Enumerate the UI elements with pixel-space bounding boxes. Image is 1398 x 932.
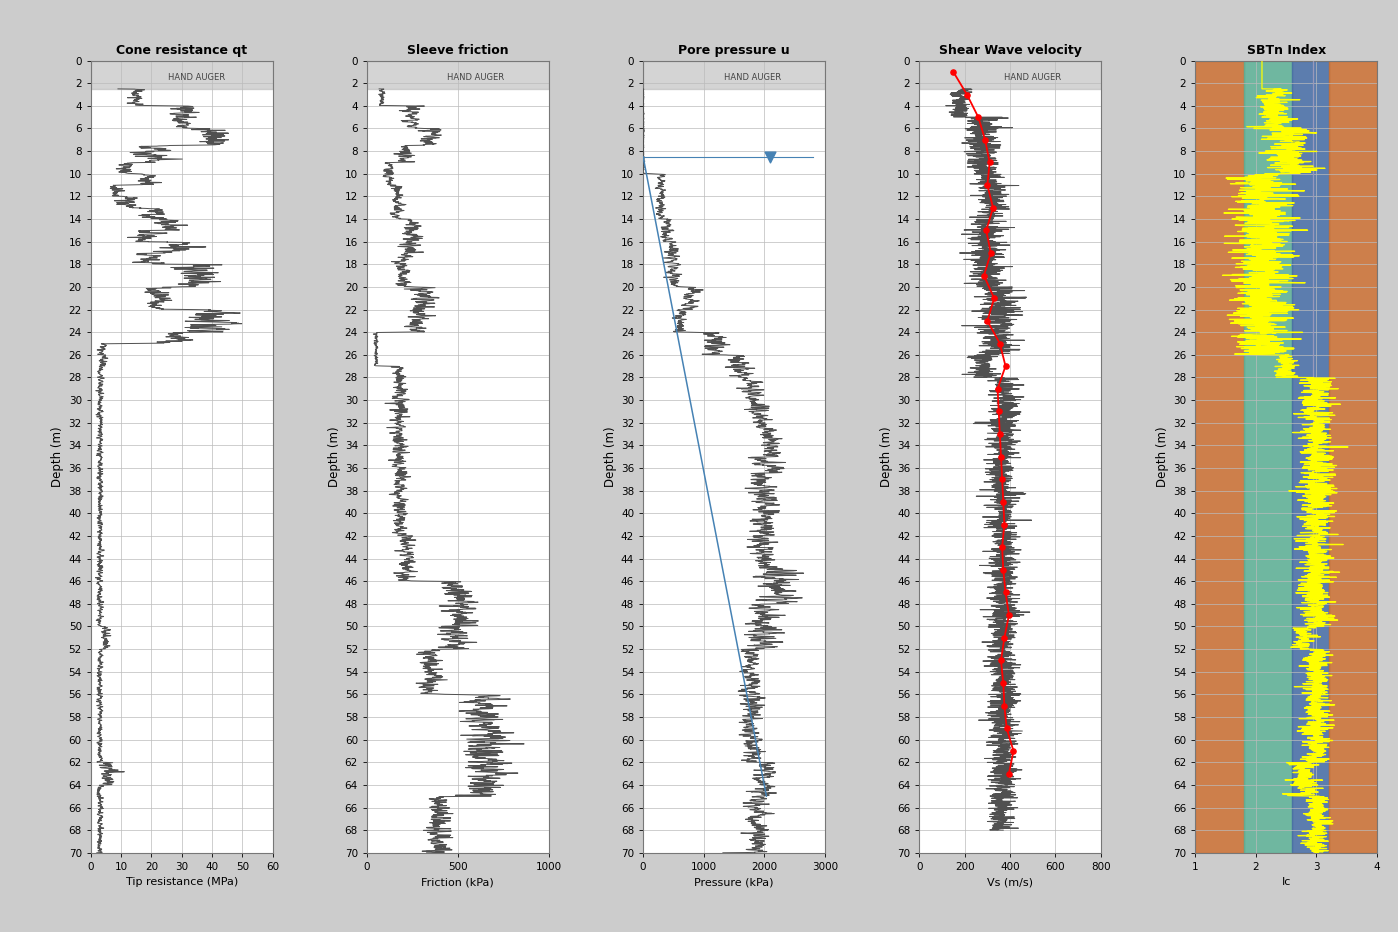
Bar xyxy=(1292,61,1328,853)
Point xyxy=(993,562,1015,577)
Bar xyxy=(643,61,825,89)
Point xyxy=(998,608,1021,623)
Point xyxy=(976,313,998,328)
Point xyxy=(994,359,1016,374)
Title: Sleeve friction: Sleeve friction xyxy=(407,44,509,57)
X-axis label: Pressure (kPa): Pressure (kPa) xyxy=(695,877,773,887)
X-axis label: Tip resistance (MPa): Tip resistance (MPa) xyxy=(126,877,238,887)
Point xyxy=(993,676,1015,691)
Title: Shear Wave velocity: Shear Wave velocity xyxy=(938,44,1082,57)
Point xyxy=(974,223,997,238)
Point xyxy=(981,200,1004,215)
Point xyxy=(942,64,965,79)
Y-axis label: Depth (m): Depth (m) xyxy=(1156,426,1169,487)
Point xyxy=(991,540,1014,555)
Bar xyxy=(368,61,548,89)
Y-axis label: Depth (m): Depth (m) xyxy=(879,426,893,487)
X-axis label: Ic: Ic xyxy=(1282,877,1290,887)
Text: HAND AUGER: HAND AUGER xyxy=(447,73,505,82)
Point xyxy=(980,245,1002,260)
Y-axis label: Depth (m): Depth (m) xyxy=(327,426,341,487)
Point xyxy=(979,155,1001,170)
Text: HAND AUGER: HAND AUGER xyxy=(1004,73,1061,82)
Point xyxy=(974,132,997,147)
Point xyxy=(956,87,979,102)
Point xyxy=(991,472,1014,487)
Point xyxy=(990,653,1012,668)
Point xyxy=(967,110,990,125)
Point xyxy=(1002,744,1025,759)
X-axis label: Friction (kPa): Friction (kPa) xyxy=(421,877,495,887)
Point xyxy=(988,427,1011,442)
Title: SBTn Index: SBTn Index xyxy=(1247,44,1325,57)
Y-axis label: Depth (m): Depth (m) xyxy=(52,426,64,487)
Point xyxy=(998,766,1021,781)
X-axis label: Vs (m/s): Vs (m/s) xyxy=(987,877,1033,887)
Bar xyxy=(920,61,1100,89)
Point xyxy=(759,149,781,164)
Point xyxy=(976,178,998,193)
Title: Cone resistance qt: Cone resistance qt xyxy=(116,44,247,57)
Point xyxy=(993,698,1015,713)
Point xyxy=(993,630,1015,645)
Y-axis label: Depth (m): Depth (m) xyxy=(604,426,617,487)
Point xyxy=(993,517,1015,532)
Point xyxy=(987,381,1009,396)
Bar xyxy=(1244,61,1292,853)
Point xyxy=(973,268,995,283)
Point xyxy=(993,495,1015,510)
Point xyxy=(987,404,1009,418)
Bar xyxy=(1328,61,1377,853)
Text: HAND AUGER: HAND AUGER xyxy=(168,73,225,82)
Point xyxy=(983,291,1005,306)
Point xyxy=(988,336,1011,351)
Point xyxy=(994,585,1016,600)
Point xyxy=(990,449,1012,464)
Bar xyxy=(1195,61,1244,853)
Title: Pore pressure u: Pore pressure u xyxy=(678,44,790,57)
Point xyxy=(995,720,1018,735)
Text: HAND AUGER: HAND AUGER xyxy=(724,73,780,82)
Bar xyxy=(91,61,273,89)
